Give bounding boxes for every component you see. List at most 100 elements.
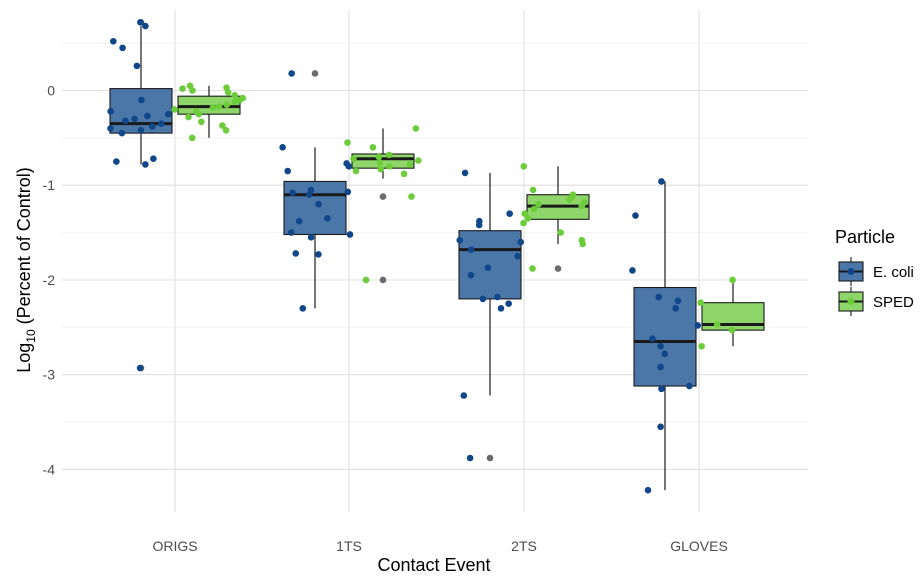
data-point: [385, 162, 393, 170]
data-point: [107, 108, 114, 115]
data-point: [231, 91, 239, 99]
data-point: [138, 96, 145, 104]
legend-label: SPED: [873, 294, 914, 311]
data-point: [376, 159, 384, 166]
data-point: [344, 188, 352, 196]
legend-title: Particle: [835, 227, 895, 247]
outlier-point: [311, 70, 319, 77]
data-point: [188, 134, 196, 142]
data-point: [295, 217, 303, 225]
y-tick-label: -4: [43, 461, 56, 477]
data-point: [179, 85, 186, 92]
data-point: [632, 212, 639, 219]
legend-key-point: [847, 298, 855, 305]
data-point: [728, 326, 736, 334]
data-point: [315, 251, 322, 258]
data-point: [137, 126, 145, 134]
data-point: [142, 22, 149, 30]
data-point: [649, 335, 656, 342]
data-point: [362, 276, 370, 284]
data-point: [658, 385, 665, 393]
box-ecoli-1ts: [283, 70, 347, 309]
data-point: [288, 70, 295, 77]
legend-keys: E. coli SPED: [838, 257, 914, 316]
data-point: [657, 423, 664, 431]
box-iqr: [701, 302, 765, 331]
data-point: [350, 155, 357, 163]
data-point: [377, 165, 385, 173]
x-tick-label: ORIGS: [152, 538, 197, 554]
data-point: [287, 229, 295, 236]
data-point: [344, 139, 351, 146]
data-point: [346, 231, 354, 238]
data-point: [557, 229, 564, 236]
data-point: [629, 267, 636, 274]
data-point: [461, 169, 469, 177]
data-point: [369, 144, 377, 151]
data-point: [222, 126, 230, 134]
y-axis-title-rest: (Percent of Control): [14, 167, 34, 329]
data-point: [497, 305, 505, 312]
data-point: [198, 118, 205, 126]
data-point: [658, 178, 665, 185]
data-point: [164, 110, 172, 118]
data-point: [530, 205, 538, 213]
y-tick-labels: 0 -1 -2 -3 -4: [43, 83, 56, 478]
box-sped-2ts: [526, 166, 590, 272]
data-point: [315, 200, 322, 208]
data-point: [697, 299, 705, 306]
data-point: [215, 103, 223, 110]
data-point: [467, 271, 475, 279]
data-point: [694, 322, 702, 329]
data-point: [412, 125, 420, 132]
data-point: [231, 98, 239, 106]
data-point: [122, 117, 129, 125]
box-sped-gloves: [701, 279, 765, 347]
legend-key-point: [847, 268, 855, 275]
data-point: [479, 295, 487, 303]
box-iqr: [283, 180, 347, 236]
data-point: [466, 454, 474, 462]
data-point: [657, 342, 664, 350]
data-point: [467, 246, 475, 253]
data-point: [729, 276, 736, 284]
data-point: [655, 293, 662, 301]
data-point: [657, 363, 664, 371]
data-point: [661, 350, 668, 358]
data-point: [698, 342, 705, 350]
outlier-point: [554, 265, 562, 272]
data-point: [566, 196, 573, 203]
data-point: [185, 113, 192, 121]
y-tick-label: 0: [47, 83, 55, 99]
data-point: [475, 221, 483, 229]
legend-item-ecoli: E. coli: [838, 257, 914, 286]
data-point: [686, 382, 693, 390]
data-point: [506, 210, 513, 217]
data-point: [535, 200, 542, 208]
x-axis-title: Contact Event: [377, 555, 490, 575]
box-iqr: [458, 230, 522, 300]
data-point: [171, 106, 179, 113]
data-point: [289, 189, 296, 197]
box-sped-1ts: [351, 128, 415, 284]
data-point: [113, 158, 120, 165]
data-point: [324, 215, 331, 222]
grid-lines: [62, 10, 808, 512]
data-point: [119, 44, 126, 52]
data-point: [521, 210, 528, 217]
y-axis-title: Log10 (Percent of Control): [14, 167, 38, 372]
data-point: [494, 293, 501, 301]
data-point: [578, 202, 586, 210]
data-point: [307, 234, 315, 241]
data-point: [144, 112, 151, 120]
data-point: [149, 123, 156, 130]
y-axis-title-main: Log: [14, 343, 34, 373]
data-point: [456, 236, 464, 244]
data-point: [299, 305, 307, 312]
data-point: [674, 297, 682, 305]
y-tick-label: -3: [43, 367, 56, 383]
data-point: [345, 162, 353, 170]
data-point: [460, 392, 468, 399]
x-tick-labels: ORIGS 1TS 2TS GLOVES: [152, 538, 727, 554]
